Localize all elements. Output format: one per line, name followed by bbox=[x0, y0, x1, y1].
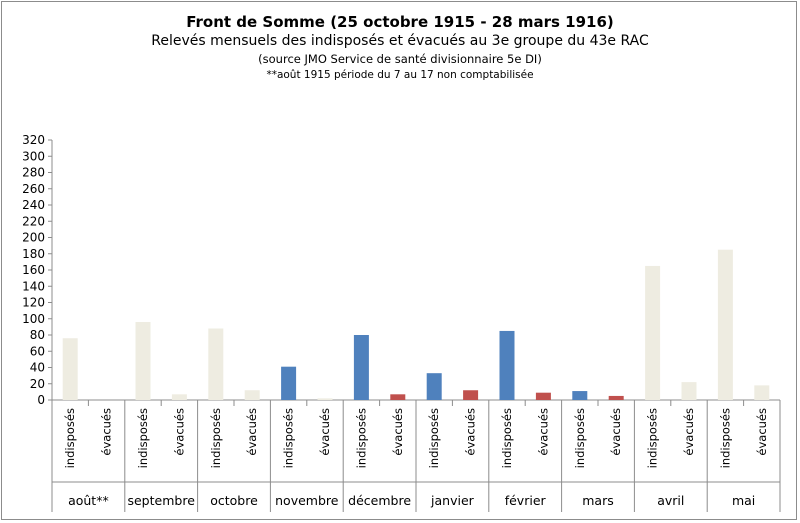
sub-category-label: évacués bbox=[318, 408, 332, 456]
bar bbox=[426, 373, 442, 400]
bar bbox=[281, 366, 297, 400]
bar bbox=[135, 322, 151, 400]
bar bbox=[717, 249, 733, 400]
bar bbox=[681, 382, 697, 400]
bar bbox=[244, 390, 260, 400]
sub-category-label: évacués bbox=[464, 408, 478, 456]
month-label: octobre bbox=[210, 493, 258, 508]
y-tick-label: 100 bbox=[22, 312, 45, 326]
y-tick-label: 60 bbox=[30, 344, 45, 358]
y-tick-label: 320 bbox=[22, 133, 45, 147]
y-tick-label: 300 bbox=[22, 149, 45, 163]
y-tick-label: 220 bbox=[22, 214, 45, 228]
sub-category-label: indisposés bbox=[354, 408, 368, 468]
y-tick-label: 140 bbox=[22, 279, 45, 293]
y-tick-label: 200 bbox=[22, 231, 45, 245]
bar bbox=[463, 390, 479, 400]
sub-category-label: indisposés bbox=[427, 408, 441, 468]
chart-title: Front de Somme (25 octobre 1915 - 28 mar… bbox=[186, 13, 614, 31]
y-tick-label: 20 bbox=[30, 377, 45, 391]
month-label: janvier bbox=[430, 493, 475, 508]
y-tick-label: 160 bbox=[22, 263, 45, 277]
y-tick-label: 40 bbox=[30, 361, 45, 375]
y-tick-label: 0 bbox=[37, 393, 45, 407]
sub-category-label: indisposés bbox=[282, 408, 296, 468]
chart-subtitle: Relevés mensuels des indisposés et évacu… bbox=[151, 33, 649, 49]
y-tick-label: 120 bbox=[22, 296, 45, 310]
sub-category-label: évacués bbox=[609, 408, 623, 456]
chart-titles: Front de Somme (25 octobre 1915 - 28 mar… bbox=[0, 12, 800, 82]
y-tick-label: 180 bbox=[22, 247, 45, 261]
month-label: février bbox=[505, 493, 547, 508]
month-label: mars bbox=[582, 493, 614, 508]
sub-category-label: indisposés bbox=[718, 408, 732, 468]
sub-category-label: évacués bbox=[100, 408, 114, 456]
y-tick-label: 280 bbox=[22, 166, 45, 180]
sub-category-label: évacués bbox=[391, 408, 405, 456]
month-label: décembre bbox=[348, 493, 411, 508]
bar bbox=[535, 392, 551, 400]
bar bbox=[754, 385, 770, 400]
sub-category-label: indisposés bbox=[646, 408, 660, 468]
month-label: novembre bbox=[275, 493, 339, 508]
y-tick-label: 260 bbox=[22, 182, 45, 196]
sub-category-label: évacués bbox=[245, 408, 259, 456]
y-tick-label: 240 bbox=[22, 198, 45, 212]
month-label: mai bbox=[732, 493, 755, 508]
sub-category-label: évacués bbox=[682, 408, 696, 456]
month-label: avril bbox=[657, 493, 684, 508]
month-label: août** bbox=[68, 493, 109, 508]
sub-category-label: indisposés bbox=[500, 408, 514, 468]
bar bbox=[317, 398, 333, 400]
sub-category-label: indisposés bbox=[63, 408, 77, 468]
y-tick-label: 80 bbox=[30, 328, 45, 342]
sub-category-label: évacués bbox=[536, 408, 550, 456]
bar bbox=[353, 335, 369, 400]
bar bbox=[572, 391, 588, 400]
bar bbox=[62, 338, 78, 400]
bar bbox=[171, 394, 187, 400]
sub-category-label: évacués bbox=[172, 408, 186, 456]
sub-category-label: indisposés bbox=[136, 408, 150, 468]
chart-footnote: **août 1915 période du 7 au 17 non compt… bbox=[266, 69, 534, 81]
chart-source-note: (source JMO Service de santé divisionnai… bbox=[258, 52, 542, 66]
bar bbox=[608, 395, 624, 400]
sub-category-label: indisposés bbox=[209, 408, 223, 468]
sub-category-label: évacués bbox=[755, 408, 769, 456]
sub-category-label: indisposés bbox=[573, 408, 587, 468]
month-label: septembre bbox=[127, 493, 195, 508]
bar bbox=[208, 328, 224, 400]
bar bbox=[645, 265, 661, 400]
bar bbox=[390, 394, 406, 400]
bar bbox=[499, 330, 515, 400]
